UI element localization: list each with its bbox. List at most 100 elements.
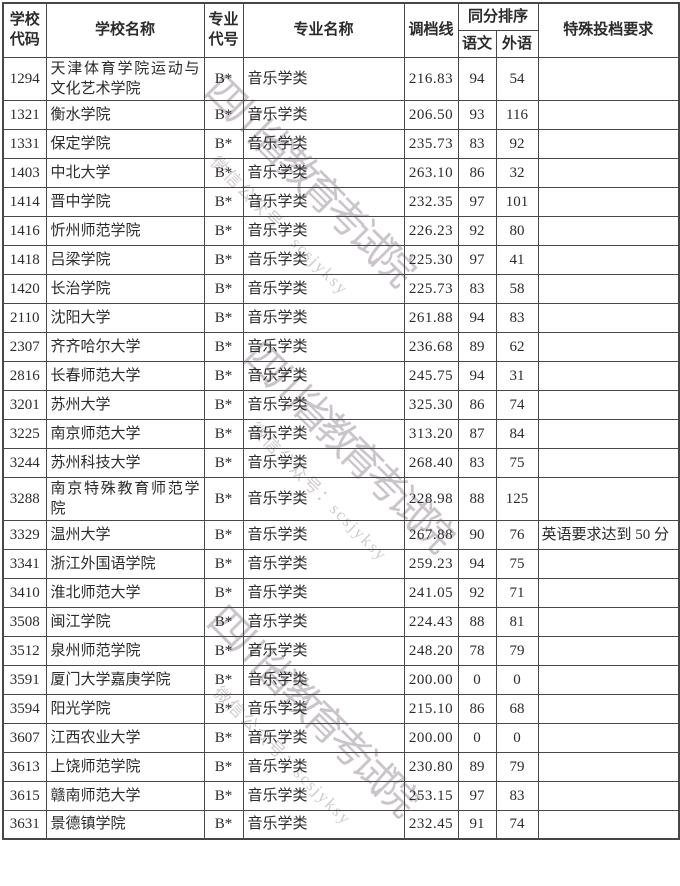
cell-cutoff-score: 241.05 [403, 577, 459, 608]
cell-major-code: B* [203, 215, 244, 246]
cell-cutoff-score: 261.88 [403, 302, 459, 333]
cell-foreign-score: 31 [495, 360, 539, 391]
cell-major-code: B* [203, 722, 244, 753]
cell-school-name: 厦门大学嘉庚学院 [45, 664, 205, 695]
cell-major-name: 音乐学类 [242, 186, 405, 217]
cell-major-code: B* [203, 780, 244, 811]
cell-school-name: 苏州大学 [45, 389, 205, 420]
cell-school-name: 齐齐哈尔大学 [45, 331, 205, 362]
cell-school-name: 保定学院 [45, 128, 205, 159]
cell-foreign-score: 125 [495, 476, 539, 521]
cell-foreign-score: 0 [495, 722, 539, 753]
cell-foreign-score: 74 [495, 389, 539, 420]
cell-special-req [537, 476, 680, 521]
cell-foreign-score: 68 [495, 693, 539, 724]
cell-major-code: B* [203, 476, 244, 521]
cell-chinese-score: 86 [457, 157, 497, 188]
cell-school-code: 2307 [2, 331, 47, 362]
cell-cutoff-score: 267.88 [403, 519, 459, 550]
table-row: 1414 晋中学院 B* 音乐学类 232.35 97 101 [2, 186, 680, 217]
cell-school-name: 南京师范大学 [45, 418, 205, 449]
cell-cutoff-score: 259.23 [403, 548, 459, 579]
cell-major-name: 音乐学类 [242, 548, 405, 579]
cell-school-name: 江西农业大学 [45, 722, 205, 753]
cell-school-name: 晋中学院 [45, 186, 205, 217]
cell-foreign-score: 76 [495, 519, 539, 550]
header-major-name: 专业名称 [242, 2, 405, 58]
table-body: 1294 天津体育学院运动与文化艺术学院 B* 音乐学类 216.83 94 54 1321 衡… [2, 56, 680, 840]
table-row: 1418 吕梁学院 B* 音乐学类 225.30 97 41 [2, 244, 680, 275]
cell-cutoff-score: 235.73 [403, 128, 459, 159]
cell-foreign-score: 62 [495, 331, 539, 362]
cell-special-req [537, 128, 680, 159]
cell-school-name: 温州大学 [45, 519, 205, 550]
cell-foreign-score: 101 [495, 186, 539, 217]
cell-special-req [537, 447, 680, 478]
cell-major-name: 音乐学类 [242, 331, 405, 362]
cell-special-req [537, 157, 680, 188]
cell-major-name: 音乐学类 [242, 157, 405, 188]
header-school-code: 学校代码 [2, 2, 47, 58]
cell-cutoff-score: 206.50 [403, 99, 459, 130]
cell-cutoff-score: 245.75 [403, 360, 459, 391]
cell-major-name: 音乐学类 [242, 99, 405, 130]
cell-major-name: 音乐学类 [242, 635, 405, 666]
cell-special-req [537, 360, 680, 391]
cell-major-code: B* [203, 360, 244, 391]
cell-major-name: 音乐学类 [242, 360, 405, 391]
cell-cutoff-score: 216.83 [403, 56, 459, 101]
table-row: 1294 天津体育学院运动与文化艺术学院 B* 音乐学类 216.83 94 54 [2, 56, 680, 101]
cell-major-code: B* [203, 519, 244, 550]
cell-chinese-score: 87 [457, 418, 497, 449]
table-row: 1403 中北大学 B* 音乐学类 263.10 86 32 [2, 157, 680, 188]
cell-special-req [537, 273, 680, 304]
cell-school-code: 1331 [2, 128, 47, 159]
cell-school-code: 3591 [2, 664, 47, 695]
cell-major-name: 音乐学类 [242, 809, 405, 840]
table-row: 3329 温州大学 B* 音乐学类 267.88 90 76 英语要求达到 50 分 [2, 519, 680, 550]
header-tiebreak: 同分排序 [457, 2, 539, 31]
table-row: 2816 长春师范大学 B* 音乐学类 245.75 94 31 [2, 360, 680, 391]
table-row: 3225 南京师范大学 B* 音乐学类 313.20 87 84 [2, 418, 680, 449]
cell-chinese-score: 91 [457, 809, 497, 840]
cell-major-code: B* [203, 244, 244, 275]
cell-foreign-score: 116 [495, 99, 539, 130]
cell-special-req [537, 302, 680, 333]
cell-chinese-score: 94 [457, 360, 497, 391]
cell-major-name: 音乐学类 [242, 664, 405, 695]
cell-school-code: 3288 [2, 476, 47, 521]
cell-major-code: B* [203, 389, 244, 420]
admission-score-table: 学校代码 学校名称 专业代号 专业名称 调档线 同分排序 特殊投档要求 语文 外… [2, 2, 680, 840]
table-row: 3244 苏州科技大学 B* 音乐学类 268.40 83 75 [2, 447, 680, 478]
cell-special-req [537, 99, 680, 130]
cell-foreign-score: 83 [495, 780, 539, 811]
cell-chinese-score: 92 [457, 577, 497, 608]
cell-chinese-score: 0 [457, 722, 497, 753]
table-row: 1331 保定学院 B* 音乐学类 235.73 83 92 [2, 128, 680, 159]
cell-foreign-score: 92 [495, 128, 539, 159]
cell-chinese-score: 86 [457, 693, 497, 724]
table-row: 3341 浙江外国语学院 B* 音乐学类 259.23 94 75 [2, 548, 680, 579]
table-row: 3288 南京特殊教育师范学院 B* 音乐学类 228.98 88 125 [2, 476, 680, 521]
cell-chinese-score: 78 [457, 635, 497, 666]
cell-cutoff-score: 232.35 [403, 186, 459, 217]
cell-cutoff-score: 268.40 [403, 447, 459, 478]
cell-major-code: B* [203, 186, 244, 217]
cell-school-name: 吕梁学院 [45, 244, 205, 275]
cell-major-code: B* [203, 99, 244, 130]
cell-chinese-score: 83 [457, 273, 497, 304]
cell-chinese-score: 94 [457, 56, 497, 101]
cell-major-name: 音乐学类 [242, 128, 405, 159]
cell-major-name: 音乐学类 [242, 418, 405, 449]
cell-major-name: 音乐学类 [242, 751, 405, 782]
cell-chinese-score: 86 [457, 389, 497, 420]
header-foreign: 外语 [495, 29, 539, 58]
cell-foreign-score: 83 [495, 302, 539, 333]
cell-major-code: B* [203, 577, 244, 608]
header-row-2: 语文 外语 [3, 29, 679, 58]
table-row: 3594 阳光学院 B* 音乐学类 215.10 86 68 [2, 693, 680, 724]
cell-major-code: B* [203, 418, 244, 449]
cell-chinese-score: 88 [457, 606, 497, 637]
cell-chinese-score: 83 [457, 128, 497, 159]
